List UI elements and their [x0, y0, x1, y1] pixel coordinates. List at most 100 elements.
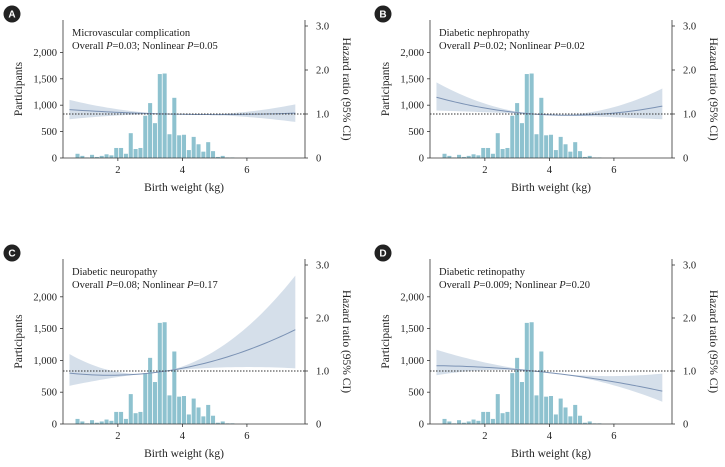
histogram-bar — [191, 398, 196, 424]
histogram-bar — [505, 411, 510, 424]
histogram-bar — [201, 416, 206, 424]
histogram-bar — [162, 73, 167, 158]
histogram-bar — [128, 394, 133, 424]
histogram-bar — [563, 407, 568, 424]
y-right-tick-label: 3.0 — [683, 261, 696, 272]
histogram-bar — [510, 115, 515, 158]
x-axis-label: Birth weight (kg) — [144, 448, 224, 460]
histogram-bar — [157, 322, 162, 424]
histogram-bar — [220, 155, 225, 158]
y-right-axis-label: Hazard ratio (95% CI) — [340, 290, 352, 393]
histogram-bar — [553, 150, 558, 158]
histogram-bar — [138, 147, 143, 158]
y-left-axis-label: Participants — [380, 61, 392, 116]
histogram-bar — [119, 411, 124, 424]
histogram-bar — [548, 396, 554, 424]
y-left-axis-label: Participants — [13, 61, 25, 116]
y-left-tick-label: 0 — [52, 420, 57, 431]
histogram-bar — [466, 421, 471, 424]
panel-c: C 2 4 6 0 500 1,000 1,500 2,000 0 1.0 2.0 3.0 Birth w… — [3, 244, 352, 460]
panel-title: Diabetic nephropathy — [439, 28, 530, 39]
y-right-tick-label: 3.0 — [316, 261, 329, 272]
confidence-band — [69, 275, 296, 386]
histogram-bar — [461, 422, 466, 424]
histogram-bar — [80, 155, 85, 158]
y-left-tick-label: 1,000 — [33, 356, 57, 367]
p-value-annotation: Overall P=0.03; Nonlinear P=0.05 — [72, 41, 218, 52]
y-right-tick-label: 3.0 — [683, 22, 696, 33]
y-left-axis-label: Participants — [13, 314, 25, 369]
hazard-ratio-curve — [436, 365, 663, 392]
histogram-bar — [442, 418, 447, 424]
y-left-tick-label: 1,000 — [400, 356, 424, 367]
histogram-bar — [486, 147, 491, 158]
panel-title: Microvascular complication — [72, 28, 191, 39]
histogram-bar — [553, 414, 558, 424]
histogram-bar — [104, 154, 109, 158]
histogram-bar — [104, 419, 109, 424]
y-left-tick-label: 1,000 — [400, 101, 424, 112]
histogram-bar — [471, 419, 476, 424]
histogram-bar — [500, 149, 505, 158]
histogram-bar — [500, 413, 505, 424]
histogram-bars — [442, 73, 616, 158]
histogram-bar — [486, 411, 491, 424]
histogram-bar — [515, 357, 520, 424]
p-value-annotation: Overall P=0.009; Nonlinear P=0.20 — [439, 280, 590, 291]
histogram-bar — [181, 134, 187, 158]
y-left-tick-label: 1,500 — [33, 74, 57, 85]
histogram-bar — [128, 133, 133, 158]
y-left-tick-label: 500 — [408, 127, 424, 138]
panel-badge: D — [374, 244, 392, 262]
histogram-bar — [148, 357, 153, 424]
y-right-tick-label: 0 — [316, 154, 321, 165]
x-tick-label: 4 — [547, 431, 553, 442]
histogram-bar — [582, 422, 587, 424]
y-left-tick-label: 1,500 — [33, 324, 57, 335]
histogram-bar — [152, 382, 157, 424]
histogram-bar — [191, 136, 196, 158]
histogram-bar — [505, 147, 510, 158]
histogram-bar — [481, 147, 486, 158]
histogram-bar — [558, 398, 563, 424]
y-right-tick-label: 2.0 — [683, 66, 696, 77]
y-right-axis-label: Hazard ratio (95% CI) — [707, 37, 719, 140]
histogram-bar — [495, 133, 500, 158]
histogram-bar — [90, 154, 95, 158]
histogram-bar — [573, 404, 578, 424]
x-axis-label: Birth weight (kg) — [144, 182, 224, 194]
x-axis-label: Birth weight (kg) — [511, 448, 591, 460]
histogram-bar — [481, 411, 486, 424]
histogram-bar — [510, 373, 515, 424]
p-value-annotation: Overall P=0.02; Nonlinear P=0.02 — [439, 41, 585, 52]
histogram-bar — [123, 418, 128, 424]
y-right-tick-label: 0 — [683, 154, 688, 165]
x-tick-label: 6 — [611, 165, 616, 176]
histogram-bar — [578, 151, 583, 158]
histogram-bar — [75, 153, 80, 158]
histogram-bar — [90, 420, 95, 424]
panel-letter: D — [379, 249, 386, 260]
p-value-annotation: Overall P=0.08; Nonlinear P=0.17 — [72, 280, 218, 291]
histogram-bar — [167, 134, 172, 158]
y-right-axis-label: Hazard ratio (95% CI) — [707, 290, 719, 393]
histogram-bar — [476, 155, 481, 158]
y-left-tick-label: 2,000 — [400, 48, 424, 59]
histogram-bar — [587, 155, 592, 158]
y-right-tick-label: 2.0 — [316, 66, 329, 77]
panel-title: Diabetic neuropathy — [72, 267, 158, 278]
hazard-ratio-curve — [69, 329, 296, 376]
y-left-tick-label: 0 — [419, 420, 424, 431]
y-left-tick-label: 2,000 — [33, 292, 57, 303]
histogram-bar — [548, 134, 554, 158]
panel-letter: B — [379, 10, 386, 21]
histogram-bar — [177, 135, 182, 158]
x-tick-label: 6 — [244, 165, 249, 176]
histogram-bar — [148, 103, 153, 158]
histogram-bar — [490, 153, 495, 158]
histogram-bar — [457, 420, 462, 424]
histogram-bar — [109, 420, 114, 424]
histogram-bar — [138, 411, 143, 424]
histogram-bar — [196, 144, 201, 158]
histogram-bars — [75, 322, 249, 424]
